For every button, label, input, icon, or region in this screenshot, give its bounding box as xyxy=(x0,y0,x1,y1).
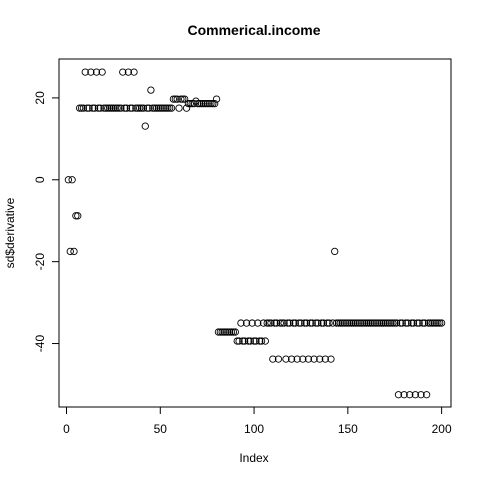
x-axis-label: Index xyxy=(239,451,268,465)
x-tick-label: 0 xyxy=(63,422,70,436)
y-tick-label: -40 xyxy=(33,335,47,353)
y-tick-label: 0 xyxy=(33,176,47,183)
x-tick-label: 200 xyxy=(432,422,452,436)
x-tick-label: 100 xyxy=(244,422,264,436)
y-axis-label: sd$derivative xyxy=(3,197,17,268)
chart-title: Commerical.income xyxy=(187,22,320,38)
y-tick-label: -20 xyxy=(33,253,47,271)
x-tick-label: 50 xyxy=(154,422,168,436)
y-tick-label: 20 xyxy=(33,91,47,105)
x-tick-label: 150 xyxy=(338,422,358,436)
